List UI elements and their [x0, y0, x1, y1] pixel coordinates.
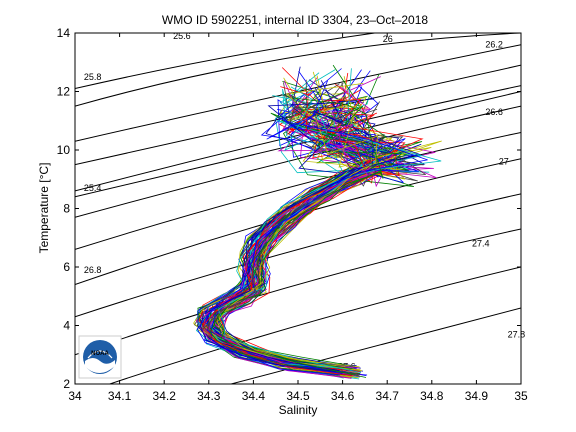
y-tick-label: 6 [63, 260, 70, 274]
svg-text:NOAA: NOAA [91, 351, 109, 357]
density-contour-25.6 [75, 33, 379, 90]
x-tick-label: 34.3 [197, 389, 221, 403]
x-tick-label: 34.7 [376, 389, 400, 403]
profile-line [216, 97, 384, 378]
y-tick-label: 2 [63, 377, 70, 391]
profile-line [197, 99, 366, 369]
ts-profiles [193, 64, 442, 380]
contour-label: 26 [383, 34, 393, 44]
profile-line [217, 86, 442, 373]
contour-label: 27 [499, 157, 509, 167]
y-tick-label: 10 [57, 143, 71, 157]
x-tick-label: 34.4 [242, 389, 266, 403]
x-tick-label: 35 [514, 389, 528, 403]
profile-line [208, 85, 372, 376]
profile-line [196, 114, 428, 376]
y-axis: 2 4 6 8 10 12 14 [57, 26, 521, 391]
density-contour-27.2 [75, 193, 521, 318]
profile-line [199, 111, 369, 378]
x-tick-label: 34.2 [153, 389, 177, 403]
contour-label: 26.6 [485, 107, 503, 117]
density-contour-25.8 [75, 33, 521, 107]
y-axis-label: Temperature [°C] [37, 163, 51, 254]
density-contour-27.4 [75, 228, 521, 356]
y-tick-label: 14 [57, 26, 71, 40]
profile-line [202, 86, 366, 377]
y-tick-label: 4 [63, 319, 70, 333]
noaa-logo: NOAA [78, 335, 122, 379]
contour-label: 25.8 [84, 72, 102, 82]
contour-label: 26.2 [485, 40, 503, 50]
contour-label: 27.4 [472, 239, 490, 249]
profile-line [211, 98, 402, 367]
contour-label: 25.4 [84, 183, 102, 193]
contour-label: 27.8 [508, 329, 526, 339]
x-tick-label: 34.9 [465, 389, 489, 403]
x-tick-label: 34.8 [420, 389, 444, 403]
contour-label: 26.8 [84, 265, 102, 275]
x-tick-label: 34 [68, 389, 82, 403]
y-tick-label: 8 [63, 202, 70, 216]
profile-line [216, 83, 378, 368]
contour-label: 27.6 [338, 361, 356, 371]
density-contour-26.4 [75, 85, 521, 192]
contour-label: 25.6 [173, 31, 191, 41]
x-axis: 34 34.1 34.2 34.3 34.4 34.5 34.6 34.7 34.8 34.9 35 [68, 33, 528, 403]
profile-line [209, 106, 403, 375]
y-tick-label: 12 [57, 85, 71, 99]
x-tick-label: 34.5 [286, 389, 310, 403]
density-contour-26.2 [75, 64, 521, 166]
x-tick-label: 34.1 [108, 389, 132, 403]
density-contour-26.8 [75, 131, 521, 250]
x-axis-label: Salinity [279, 403, 318, 417]
density-contour-27.6 [108, 266, 521, 384]
profile-line [206, 99, 377, 375]
profile-line [199, 102, 363, 372]
chart-title: WMO ID 5902251, internal ID 3304, 23–Oct… [162, 13, 428, 27]
density-contour-labels: 25.6 26 26.2 25.8 26.6 25.4 27 26.8 27.4 27.8 27.6… [84, 31, 525, 377]
x-tick-label: 34.6 [331, 389, 355, 403]
